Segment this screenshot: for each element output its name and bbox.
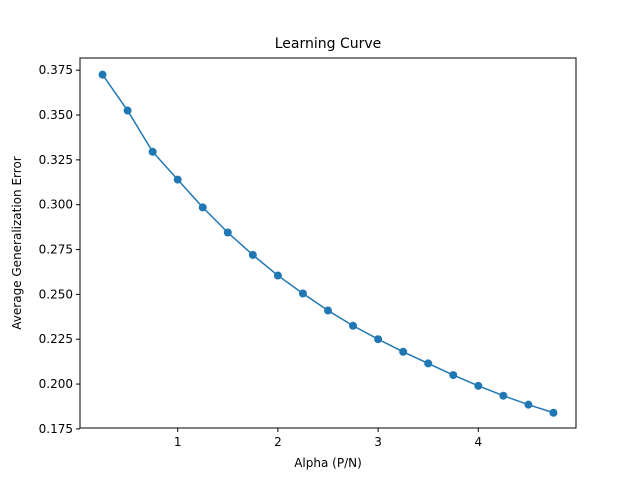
data-point [449,371,458,380]
y-axis: 0.175 0.200 0.225 0.250 0.275 0.300 0.325 0.350… [39,63,80,436]
y-tick-label: 0.200 [39,377,73,391]
x-tick-label: 2 [274,435,282,449]
y-tick-label: 0.350 [39,108,73,122]
data-point [424,359,433,368]
data-point [499,391,508,400]
x-tick-label: 4 [474,435,482,449]
x-tick-label: 1 [174,435,182,449]
chart-title: Learning Curve [275,36,382,52]
data-point [324,306,332,315]
data-point [549,408,558,417]
y-tick-label: 0.225 [39,332,73,346]
data-point [98,70,107,79]
data-point [298,289,307,298]
data-point [173,175,182,184]
data-point [349,321,358,330]
data-point [148,147,157,156]
x-axis: 1 2 3 4 [174,428,482,449]
data-point [123,106,132,115]
data-point [474,381,483,390]
x-axis-label: Alpha (P/N) [294,456,362,470]
y-tick-label: 0.300 [39,198,73,212]
y-tick-label: 0.175 [39,422,73,436]
data-point [198,203,207,212]
y-tick-label: 0.275 [39,243,73,257]
data-point [248,250,257,259]
series-layer [98,70,558,417]
y-tick-label: 0.375 [39,63,73,77]
y-tick-label: 0.325 [39,153,73,167]
data-point [399,347,408,356]
plot-frame [79,57,577,429]
x-tick-label: 3 [374,435,382,449]
y-axis-label: Average Generalization Error [10,156,24,329]
data-point [273,271,282,280]
data-point [223,228,232,237]
data-point [374,335,383,344]
y-tick-label: 0.250 [39,287,73,301]
data-point [524,400,533,409]
